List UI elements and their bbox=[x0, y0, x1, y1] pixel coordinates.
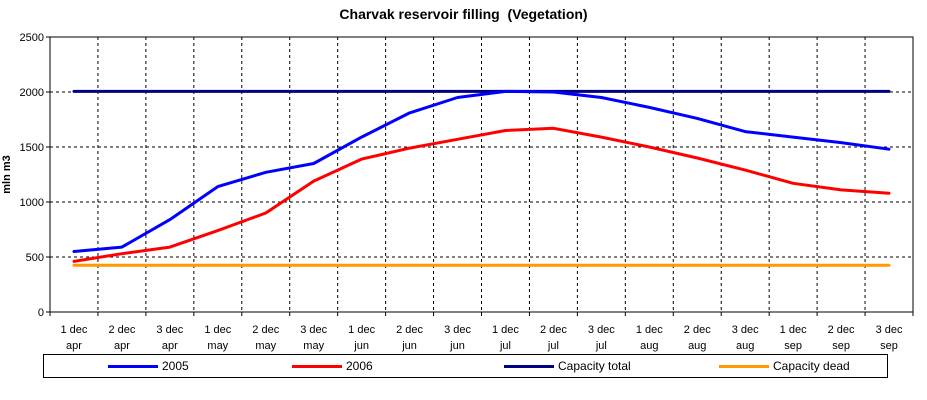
x-tick-label-decade: 1 dec bbox=[636, 324, 663, 336]
legend-item: 2005 bbox=[108, 358, 189, 374]
y-tick-label: 0 bbox=[38, 307, 44, 319]
x-tick-label-decade: 2 dec bbox=[108, 324, 135, 336]
legend-label: 2005 bbox=[162, 359, 189, 373]
x-tick-label-decade: 3 dec bbox=[300, 324, 327, 336]
y-tick-label: 1500 bbox=[20, 142, 44, 154]
x-tick-label-decade: 3 dec bbox=[588, 324, 615, 336]
x-tick-label-month: jul bbox=[595, 340, 607, 352]
legend-swatch bbox=[719, 364, 769, 368]
legend-item: Capacity dead bbox=[719, 358, 850, 374]
legend-swatch bbox=[504, 364, 554, 368]
legend-label: Capacity total bbox=[558, 359, 631, 373]
x-tick-label-month: jun bbox=[449, 340, 465, 352]
x-tick-label-month: apr bbox=[114, 340, 130, 352]
plot-area bbox=[49, 36, 914, 313]
chart-title: Charvak reservoir filling (Vegetation) bbox=[339, 6, 588, 22]
x-tick-label-month: may bbox=[303, 340, 324, 352]
y-tick-label: 2500 bbox=[20, 32, 44, 44]
x-tick-label-month: jul bbox=[547, 340, 559, 352]
legend-item: Capacity total bbox=[504, 358, 631, 374]
x-tick-label-decade: 2 dec bbox=[828, 324, 855, 336]
x-tick-label-month: jun bbox=[401, 340, 417, 352]
x-tick-label-month: aug bbox=[640, 340, 658, 352]
x-tick-label-month: jul bbox=[499, 340, 511, 352]
series-line-2006 bbox=[72, 126, 891, 263]
x-tick-label-decade: 2 dec bbox=[252, 324, 279, 336]
x-tick-label-decade: 3 dec bbox=[876, 324, 903, 336]
legend-label: Capacity dead bbox=[773, 359, 850, 373]
legend-swatch bbox=[108, 364, 158, 368]
x-tick-label-decade: 1 dec bbox=[204, 324, 231, 336]
x-tick-label-month: sep bbox=[832, 340, 850, 352]
x-tick-label-decade: 2 dec bbox=[396, 324, 423, 336]
chart-legend: 2005 2006 Capacity total Capacity dead bbox=[43, 354, 888, 378]
x-tick-label-decade: 1 dec bbox=[780, 324, 807, 336]
legend-item: 2006 bbox=[292, 358, 373, 374]
x-tick-label-month: sep bbox=[880, 340, 898, 352]
x-tick-label-month: aug bbox=[688, 340, 706, 352]
y-axis-label: mln m3 bbox=[1, 155, 13, 194]
x-tick-label-month: sep bbox=[784, 340, 802, 352]
x-tick-label-decade: 1 dec bbox=[61, 324, 88, 336]
x-tick-label-month: apr bbox=[66, 340, 82, 352]
x-tick-label-month: apr bbox=[162, 340, 178, 352]
x-tick-label-month: jun bbox=[353, 340, 369, 352]
x-tick-label-month: may bbox=[207, 340, 228, 352]
x-tick-label-decade: 3 dec bbox=[156, 324, 183, 336]
y-tick-label: 1000 bbox=[20, 197, 44, 209]
x-tick-label-month: may bbox=[255, 340, 276, 352]
y-tick-label: 500 bbox=[26, 252, 44, 264]
x-tick-label-decade: 3 dec bbox=[732, 324, 759, 336]
chart-plot: 0 500 1000 1500 2000 2500 1 dec apr 2 dec apr 3 de… bbox=[1, 32, 914, 352]
x-tick-label-decade: 1 dec bbox=[348, 324, 375, 336]
legend-swatch bbox=[292, 364, 342, 368]
x-tick-label-decade: 3 dec bbox=[444, 324, 471, 336]
x-tick-label-decade: 1 dec bbox=[492, 324, 519, 336]
y-tick-label: 2000 bbox=[20, 87, 44, 99]
x-tick-label-month: aug bbox=[736, 340, 754, 352]
series-line-2005 bbox=[72, 89, 891, 253]
legend-label: 2006 bbox=[346, 359, 373, 373]
x-tick-label-decade: 2 dec bbox=[540, 324, 567, 336]
x-tick-label-decade: 2 dec bbox=[684, 324, 711, 336]
